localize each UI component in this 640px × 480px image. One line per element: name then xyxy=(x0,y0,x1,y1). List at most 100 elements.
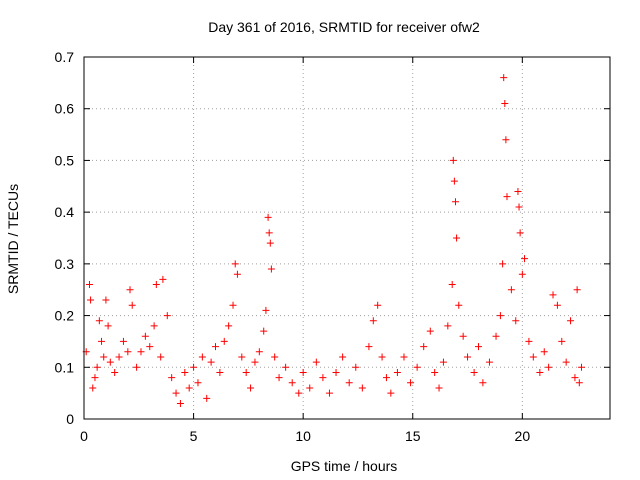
data-point xyxy=(150,322,158,330)
data-point xyxy=(216,368,224,376)
data-point xyxy=(267,265,275,273)
data-point xyxy=(312,358,320,366)
data-point xyxy=(502,136,510,144)
data-point xyxy=(176,399,184,407)
data-point xyxy=(558,337,566,345)
data-point xyxy=(157,353,165,361)
data-point xyxy=(233,270,241,278)
data-point xyxy=(518,270,526,278)
y-tick-label: 0.5 xyxy=(55,152,75,168)
data-point xyxy=(420,343,428,351)
data-point xyxy=(345,379,353,387)
y-tick-label: 0.1 xyxy=(55,359,75,375)
data-point xyxy=(479,379,487,387)
data-point xyxy=(126,286,134,294)
data-point xyxy=(449,156,457,164)
y-tick-label: 0 xyxy=(66,411,74,427)
data-point xyxy=(93,363,101,371)
data-point xyxy=(251,358,259,366)
data-point xyxy=(455,301,463,309)
data-point xyxy=(207,358,215,366)
data-point xyxy=(450,177,458,185)
chart-title: Day 361 of 2016, SRMTID for receiver ofw… xyxy=(208,19,480,35)
data-point xyxy=(198,353,206,361)
data-point xyxy=(500,74,508,82)
data-point xyxy=(448,281,456,289)
x-tick-label: 20 xyxy=(515,428,531,444)
data-point xyxy=(496,312,504,320)
plot-frame xyxy=(83,56,611,420)
data-point xyxy=(514,187,522,195)
data-point xyxy=(159,275,167,283)
y-tick-label: 0.6 xyxy=(55,101,75,117)
data-point xyxy=(369,317,377,325)
data-point xyxy=(352,363,360,371)
data-point xyxy=(492,332,500,340)
data-point xyxy=(295,389,303,397)
data-point xyxy=(426,327,434,335)
data-point xyxy=(163,312,171,320)
data-point xyxy=(271,353,279,361)
data-point xyxy=(393,368,401,376)
data-point xyxy=(444,322,452,330)
data-points xyxy=(82,74,586,407)
data-point xyxy=(194,379,202,387)
data-point xyxy=(464,353,472,361)
data-point xyxy=(407,379,415,387)
data-point xyxy=(115,353,123,361)
data-point xyxy=(567,317,575,325)
data-point xyxy=(133,363,141,371)
data-point xyxy=(95,317,103,325)
data-point xyxy=(549,291,557,299)
data-point xyxy=(128,301,136,309)
data-point xyxy=(521,255,529,263)
y-tick-label: 0.3 xyxy=(55,256,75,272)
data-point xyxy=(525,337,533,345)
data-point xyxy=(255,348,263,356)
y-tick-label: 0.2 xyxy=(55,308,75,324)
data-point xyxy=(242,368,250,376)
data-point xyxy=(453,234,461,242)
data-point xyxy=(459,332,467,340)
x-axis-label: GPS time / hours xyxy=(291,458,398,474)
data-point xyxy=(190,363,198,371)
data-point xyxy=(431,368,439,376)
y-tick-label: 0.4 xyxy=(55,204,75,220)
data-point xyxy=(265,229,273,237)
data-point xyxy=(89,384,97,392)
data-point xyxy=(229,301,237,309)
data-point xyxy=(141,332,149,340)
data-point xyxy=(168,374,176,382)
data-point xyxy=(575,379,583,387)
data-point xyxy=(501,100,509,108)
data-point xyxy=(387,389,395,397)
data-point xyxy=(365,343,373,351)
data-point xyxy=(231,260,239,268)
data-point xyxy=(536,368,544,376)
data-point xyxy=(266,239,274,247)
data-point xyxy=(299,368,307,376)
data-point xyxy=(212,343,219,351)
data-point xyxy=(91,374,99,382)
data-point xyxy=(529,353,537,361)
data-point xyxy=(275,374,283,382)
data-point xyxy=(374,301,382,309)
data-point xyxy=(104,322,112,330)
data-point xyxy=(332,368,340,376)
data-point xyxy=(545,363,553,371)
data-point xyxy=(540,348,548,356)
data-point xyxy=(111,368,119,376)
data-point xyxy=(382,374,390,382)
data-point xyxy=(515,203,523,211)
data-point xyxy=(306,384,314,392)
data-point xyxy=(203,394,211,402)
data-point xyxy=(247,384,255,392)
x-tick-label: 15 xyxy=(405,428,421,444)
data-point xyxy=(87,296,95,304)
data-point xyxy=(181,368,189,376)
data-point xyxy=(220,337,228,345)
data-point xyxy=(562,358,570,366)
data-point xyxy=(260,327,268,335)
data-point xyxy=(470,368,478,376)
data-point xyxy=(264,213,272,221)
